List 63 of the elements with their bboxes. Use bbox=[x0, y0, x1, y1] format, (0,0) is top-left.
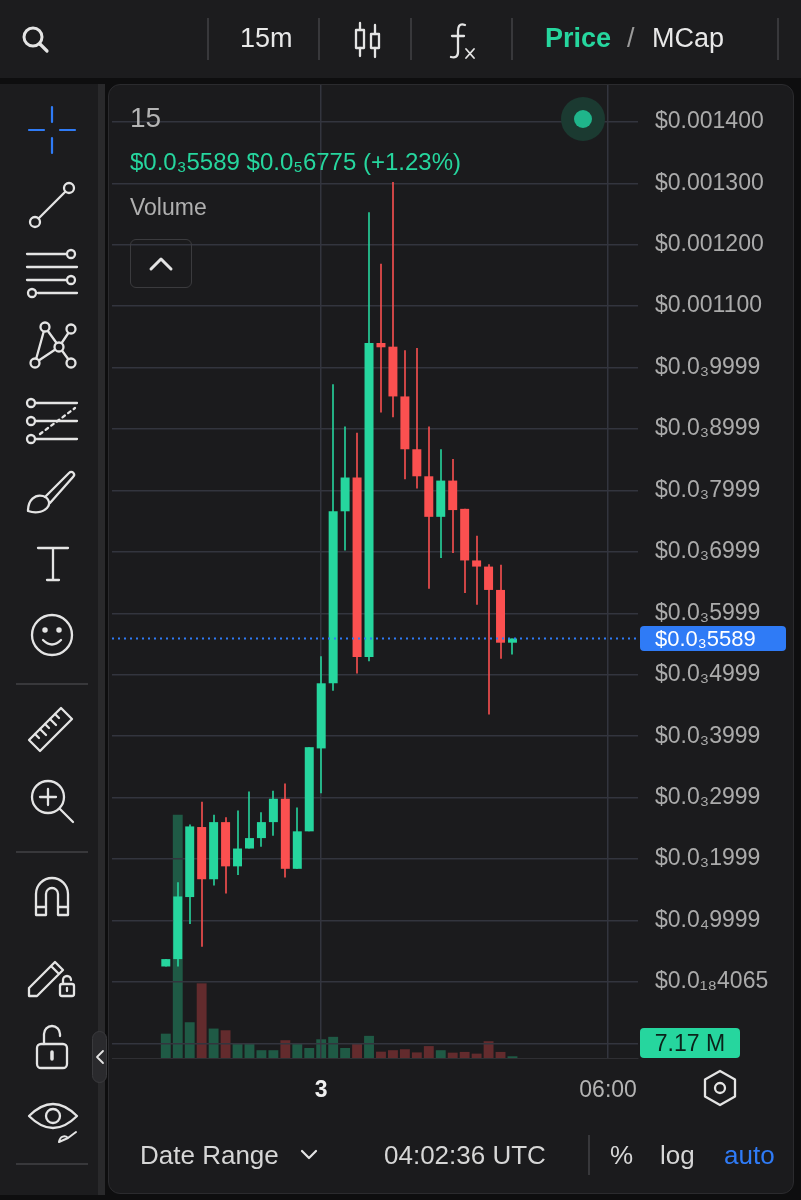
y-tick-label: $0.0₃1999 bbox=[655, 844, 761, 871]
bar bbox=[280, 1040, 291, 1058]
text: 04:02:36 UTC bbox=[384, 1140, 546, 1170]
bar bbox=[471, 1053, 482, 1058]
candlestick bbox=[376, 262, 386, 414]
ref-line-label: $0.0₃5589 bbox=[655, 625, 756, 651]
bar bbox=[184, 1022, 195, 1058]
bar bbox=[411, 1052, 422, 1058]
y-tick-label: $0.0₃4999 bbox=[655, 660, 761, 687]
bar bbox=[328, 1036, 339, 1058]
candlestick bbox=[268, 789, 278, 837]
candlestick bbox=[484, 563, 494, 716]
text: Price bbox=[545, 23, 612, 53]
text: log bbox=[660, 1140, 695, 1170]
bar bbox=[483, 1041, 494, 1058]
text: auto bbox=[724, 1140, 775, 1170]
bar bbox=[399, 1049, 410, 1058]
x-tick-label: 06:00 bbox=[579, 1076, 637, 1103]
y-tick-label: $0.001100 bbox=[655, 291, 763, 318]
y-tick-label: $0.0₄9999 bbox=[655, 905, 761, 932]
bar bbox=[268, 1050, 279, 1058]
text: 15 bbox=[130, 102, 162, 133]
bar bbox=[196, 983, 207, 1058]
bar bbox=[304, 1048, 315, 1058]
y-tick-label: $0.001200 bbox=[655, 230, 764, 257]
candlestick bbox=[233, 809, 243, 876]
bar bbox=[495, 1051, 506, 1058]
y-tick-label: $0.0₃9999 bbox=[655, 352, 761, 379]
y-tick-label: $0.0₃8999 bbox=[655, 414, 761, 441]
y-tick-label: $0.001300 bbox=[655, 168, 764, 195]
bar bbox=[292, 1043, 303, 1058]
text: 15m bbox=[240, 23, 293, 53]
text: $0.0₃5589 $0.0₅6775 (+1.23%) bbox=[130, 148, 462, 175]
text: 7.17 M bbox=[640, 1028, 740, 1058]
text: / bbox=[627, 23, 635, 53]
bar bbox=[208, 1028, 219, 1058]
text: MCap bbox=[652, 23, 725, 53]
candlestick bbox=[472, 535, 482, 606]
bar bbox=[340, 1048, 351, 1058]
y-tick-label: $0.001400 bbox=[655, 107, 764, 134]
candlestick bbox=[244, 790, 254, 850]
bar bbox=[459, 1051, 470, 1058]
x-tick-label: 3 bbox=[314, 1076, 328, 1103]
bar bbox=[160, 1033, 171, 1058]
chart-title: Volume bbox=[130, 194, 207, 220]
bar bbox=[447, 1052, 458, 1058]
bar bbox=[387, 1050, 398, 1058]
y-tick-label: $0.0₃3999 bbox=[655, 721, 761, 748]
bar bbox=[435, 1050, 446, 1058]
bar bbox=[352, 1043, 363, 1058]
bar bbox=[256, 1050, 267, 1058]
text: % bbox=[610, 1140, 634, 1170]
y-tick-label: $0.0₃2999 bbox=[655, 782, 761, 809]
y-tick-label: $0.0₃7999 bbox=[655, 475, 761, 502]
text: Date Range bbox=[140, 1140, 279, 1170]
bar bbox=[364, 1035, 374, 1058]
bar bbox=[423, 1046, 434, 1058]
bar bbox=[376, 1051, 386, 1058]
candlestick bbox=[256, 811, 266, 848]
y-tick-label: $0.0₁₈4065 bbox=[655, 967, 769, 994]
y-tick-label: $0.0₃5999 bbox=[655, 598, 761, 625]
y-tick-label: $0.0₃6999 bbox=[655, 537, 761, 564]
bar bbox=[220, 1030, 231, 1058]
